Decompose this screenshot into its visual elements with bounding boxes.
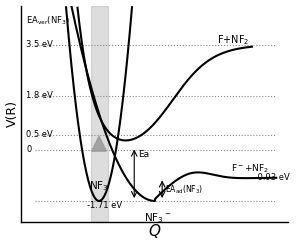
Text: 3.5 eV: 3.5 eV [26,40,53,49]
Text: NF$_3$: NF$_3$ [89,179,109,193]
Text: 1.8 eV: 1.8 eV [26,91,53,100]
Text: F$^-$+NF$_2$: F$^-$+NF$_2$ [231,163,269,175]
Text: F+NF$_2$: F+NF$_2$ [217,33,250,47]
Text: EA$_{\sf ad}$(NF$_3$): EA$_{\sf ad}$(NF$_3$) [165,183,203,196]
Text: Ea: Ea [138,150,149,159]
Text: 0: 0 [26,145,32,154]
Text: EA$_{\sf ver}$(NF$_3$): EA$_{\sf ver}$(NF$_3$) [26,14,70,27]
X-axis label: Q: Q [149,224,161,239]
Y-axis label: V(R): V(R) [6,100,19,127]
Text: NF$_3$$^-$: NF$_3$$^-$ [143,211,171,225]
Text: 0.5 eV: 0.5 eV [26,130,53,139]
Polygon shape [92,136,106,151]
Text: -1.71 eV: -1.71 eV [87,201,122,210]
Bar [91,6,107,222]
Text: - 0.93 eV: - 0.93 eV [252,173,290,182]
